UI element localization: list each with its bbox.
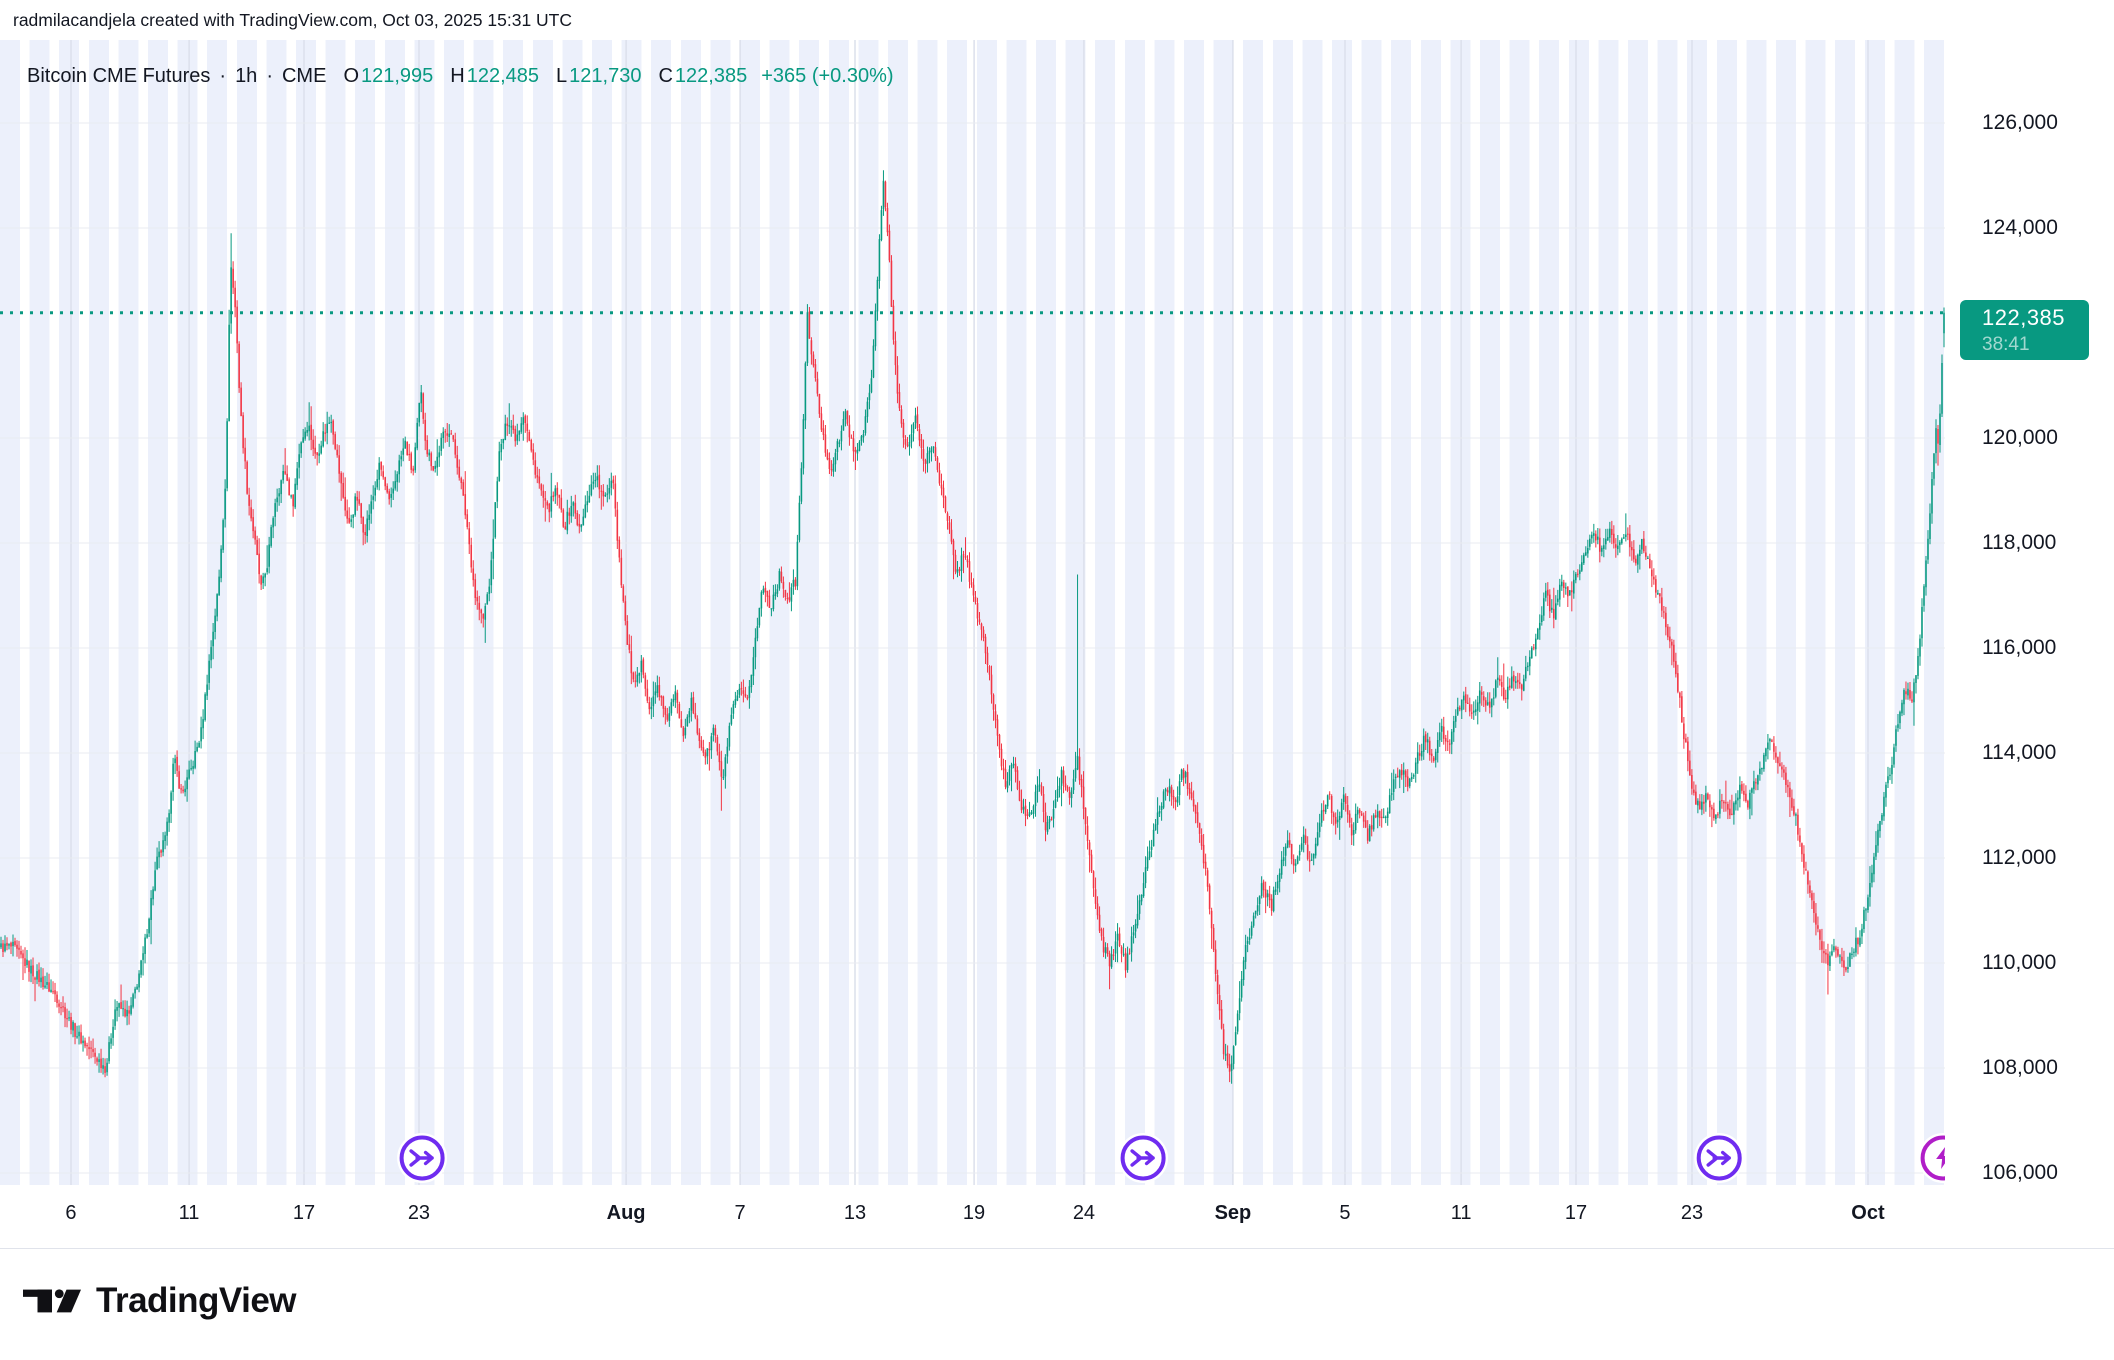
- horizontal-gridlines: [0, 122, 1945, 1174]
- high-value: 122,485: [466, 65, 540, 87]
- vertical-gridlines: [70, 40, 1869, 1185]
- low-label: L: [556, 65, 568, 87]
- interval-value[interactable]: 1h: [235, 65, 258, 87]
- chart-legend[interactable]: Bitcoin CME Futures · 1h · CME O 121,995 H 122,4…: [27, 65, 894, 88]
- legend-separator: ·: [219, 65, 227, 87]
- merge-arrows-event-icon[interactable]: [397, 1133, 448, 1183]
- price-axis-label: 120,000: [1982, 426, 2058, 449]
- price-axis-label: 112,000: [1982, 846, 2057, 869]
- high-label: H: [450, 65, 465, 87]
- attribution-text: radmilacandjela created with TradingView…: [13, 10, 573, 30]
- price-axis-label: 114,000: [1982, 741, 2057, 764]
- last-price-value: 122,385: [1982, 304, 2066, 330]
- price-axis-label: 106,000: [1982, 1161, 2058, 1184]
- time-axis-label: 11: [178, 1202, 200, 1224]
- candle-bodies-up: [0, 180, 1945, 1073]
- footer: TradingView: [0, 1249, 2114, 1360]
- price-axis-label: 124,000: [1982, 216, 2058, 239]
- open-value: 121,995: [361, 65, 434, 87]
- bar-countdown: 38:41: [1982, 333, 2030, 355]
- price-axis-label: 116,000: [1982, 636, 2057, 659]
- merge-arrows-event-icon[interactable]: [1694, 1133, 1745, 1183]
- open-label: O: [343, 65, 359, 87]
- time-axis-label: 13: [843, 1202, 867, 1224]
- price-axis-label: 118,000: [1982, 531, 2057, 554]
- price-axis-label: 108,000: [1982, 1056, 2058, 1079]
- time-axis-label: 19: [962, 1202, 986, 1224]
- time-axis-label: 23: [1680, 1202, 1704, 1224]
- time-axis-label: 24: [1072, 1202, 1096, 1224]
- time-axis-label: 5: [1339, 1202, 1351, 1224]
- time-axis-label: 7: [734, 1202, 746, 1224]
- time-axis-label: 23: [407, 1202, 431, 1224]
- close-value: 122,385: [674, 65, 748, 87]
- exchange-label: CME: [281, 65, 327, 87]
- close-label: C: [658, 65, 673, 87]
- price-axis-label: 126,000: [1982, 111, 2058, 134]
- candle-bodies-down: [2, 181, 1939, 1073]
- tradingview-wordmark: TradingView: [96, 1281, 297, 1320]
- price-axis-label: 110,000: [1982, 951, 2057, 974]
- change-value: +365 (+0.30%): [761, 65, 894, 87]
- time-axis-label: 17: [1564, 1202, 1588, 1224]
- merge-arrows-event-icon[interactable]: [1118, 1133, 1169, 1183]
- tradingview-logo-icon: [23, 1289, 81, 1313]
- time-axis-label: Oct: [1851, 1202, 1885, 1224]
- last-price-badge: 122,385 38:41: [1960, 299, 2089, 360]
- tradingview-logo[interactable]: TradingView: [23, 1281, 297, 1321]
- candle-wicks-up: [0, 170, 1945, 1084]
- time-axis-label: Aug: [606, 1202, 646, 1224]
- chart-plot-area[interactable]: [0, 40, 1969, 1185]
- low-value: 121,730: [569, 65, 642, 87]
- time-axis-label: 11: [1450, 1202, 1472, 1224]
- legend-separator: ·: [266, 65, 273, 87]
- time-axis-label: 6: [65, 1202, 77, 1224]
- candles: [0, 170, 1945, 1084]
- time-axis-label: 17: [292, 1202, 316, 1224]
- candlestick-chart[interactable]: [0, 40, 1969, 1185]
- time-axis-label: Sep: [1214, 1202, 1252, 1224]
- time-axis[interactable]: 6 11 17 23 Aug 7 13 19 24 Sep 5 11 17 23 Oct: [0, 1185, 2114, 1249]
- candle-wicks-down: [2, 180, 1939, 1083]
- symbol-title[interactable]: Bitcoin CME Futures: [27, 65, 211, 87]
- price-axis[interactable]: 122,385 38:41 126,000 124,000 120,000 118,0…: [1945, 40, 2114, 1185]
